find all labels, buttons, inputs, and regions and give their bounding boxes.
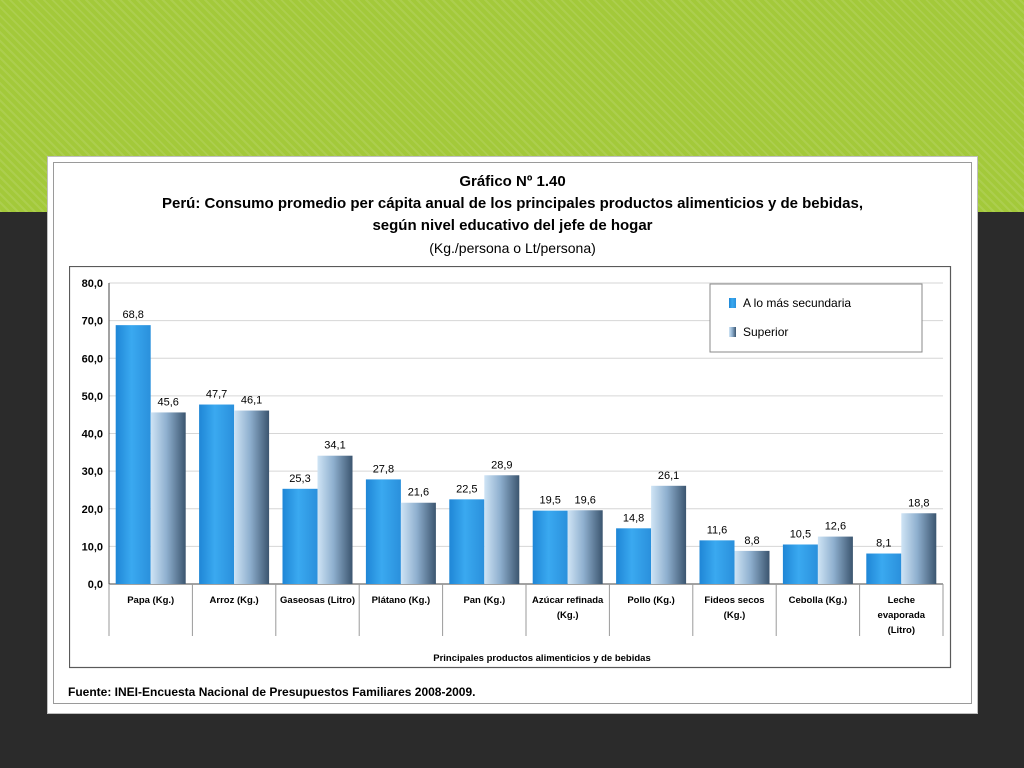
y-tick-label: 40,0: [82, 429, 103, 441]
x-category-label: (Kg.): [557, 610, 579, 621]
data-label-superior: 8,8: [744, 535, 759, 547]
data-label-superior: 45,6: [157, 396, 178, 408]
bar-secundaria: [199, 404, 235, 584]
bar-secundaria: [699, 540, 735, 584]
x-category-label: Gaseosas (Litro): [280, 595, 355, 606]
data-label-secundaria: 10,5: [790, 528, 811, 540]
chart-frame: Gráfico Nº 1.40 Perú: Consumo promedio p…: [53, 162, 972, 704]
bar-secundaria: [782, 544, 818, 584]
bar-superior: [651, 485, 687, 584]
bar-chart: 0,0 10,0 20,0 30,0 40,0 50,0 60,0 70,0 80,0 68,8…: [69, 266, 952, 669]
bar-superior: [234, 410, 270, 584]
bar-secundaria: [365, 479, 401, 584]
legend-label-secundaria: A lo más secundaria: [743, 296, 851, 310]
chart-image-card: Gráfico Nº 1.40 Perú: Consumo promedio p…: [47, 156, 978, 714]
bar-secundaria: [532, 510, 568, 584]
bar-secundaria: [616, 528, 652, 584]
bar-superior: [567, 510, 603, 584]
data-label-secundaria: 47,7: [206, 389, 227, 401]
x-category-label: Cebolla (Kg.): [789, 595, 848, 606]
x-category-label: (Kg.): [724, 610, 746, 621]
chart-units: (Kg./persona o Lt/persona): [429, 240, 596, 256]
data-label-superior: 21,6: [408, 487, 429, 499]
data-label-superior: 12,6: [825, 521, 846, 533]
x-category-label: (Litro): [888, 625, 915, 636]
x-category-label: evaporada: [878, 610, 926, 621]
data-label-superior: 18,8: [908, 497, 929, 509]
bar-superior: [901, 513, 937, 584]
x-category-label: Papa (Kg.): [127, 595, 174, 606]
y-tick-label: 20,0: [82, 504, 103, 516]
x-category-label: Pan (Kg.): [463, 595, 505, 606]
y-tick-label: 70,0: [82, 316, 103, 328]
bar-superior: [150, 412, 186, 584]
legend-swatch-secundaria: [729, 298, 736, 308]
x-category-label: Fideos secos: [704, 595, 764, 606]
bar-superior: [734, 550, 770, 584]
data-label-superior: 46,1: [241, 395, 262, 407]
data-label-secundaria: 19,5: [539, 495, 560, 507]
bar-superior: [484, 475, 520, 584]
y-tick-label: 80,0: [82, 278, 103, 290]
data-label-superior: 34,1: [324, 440, 345, 452]
chart-subtitle-line-2: según nivel educativo del jefe de hogar: [372, 217, 653, 234]
chart-subtitle-line-1: Perú: Consumo promedio per cápita anual …: [162, 195, 863, 212]
bar-secundaria: [866, 553, 902, 584]
x-category-label: Azúcar refinada: [532, 595, 604, 606]
x-category-label: Arroz (Kg.): [210, 595, 259, 606]
legend-box: [709, 283, 923, 353]
bar-secundaria: [282, 488, 318, 584]
x-category-label: Plátano (Kg.): [372, 595, 431, 606]
data-label-secundaria: 14,8: [623, 512, 644, 524]
x-axis-title: Principales productos alimenticios y de …: [433, 653, 651, 664]
y-tick-label: 10,0: [82, 541, 103, 553]
data-label-superior: 26,1: [658, 470, 679, 482]
legend-swatch-superior: [729, 327, 736, 337]
bar-superior: [317, 455, 353, 584]
x-category-label: Pollo (Kg.): [627, 595, 675, 606]
data-label-superior: 28,9: [491, 459, 512, 471]
x-category-label: Leche: [888, 595, 915, 606]
legend-label-superior: Superior: [743, 325, 788, 339]
chart-title: Gráfico Nº 1.40: [459, 173, 566, 190]
bar-superior: [817, 536, 853, 584]
data-label-secundaria: 27,8: [373, 463, 394, 475]
data-label-secundaria: 11,6: [707, 524, 728, 536]
y-tick-label: 30,0: [82, 466, 103, 478]
y-tick-label: 60,0: [82, 353, 103, 365]
data-label-secundaria: 22,5: [456, 483, 477, 495]
data-label-secundaria: 25,3: [289, 473, 310, 485]
legend: A lo más secundaria Superior: [709, 283, 923, 353]
data-label-superior: 19,6: [574, 494, 595, 506]
chart-source: Fuente: INEI-Encuesta Nacional de Presup…: [68, 685, 476, 699]
y-tick-label: 50,0: [82, 391, 103, 403]
data-label-secundaria: 68,8: [122, 309, 143, 321]
bar-superior: [400, 502, 436, 584]
bar-secundaria: [449, 499, 485, 584]
bar-secundaria: [115, 325, 151, 584]
data-label-secundaria: 8,1: [876, 538, 891, 550]
chart-title-block: Gráfico Nº 1.40 Perú: Consumo promedio p…: [54, 171, 971, 259]
y-tick-label: 0,0: [88, 579, 103, 591]
